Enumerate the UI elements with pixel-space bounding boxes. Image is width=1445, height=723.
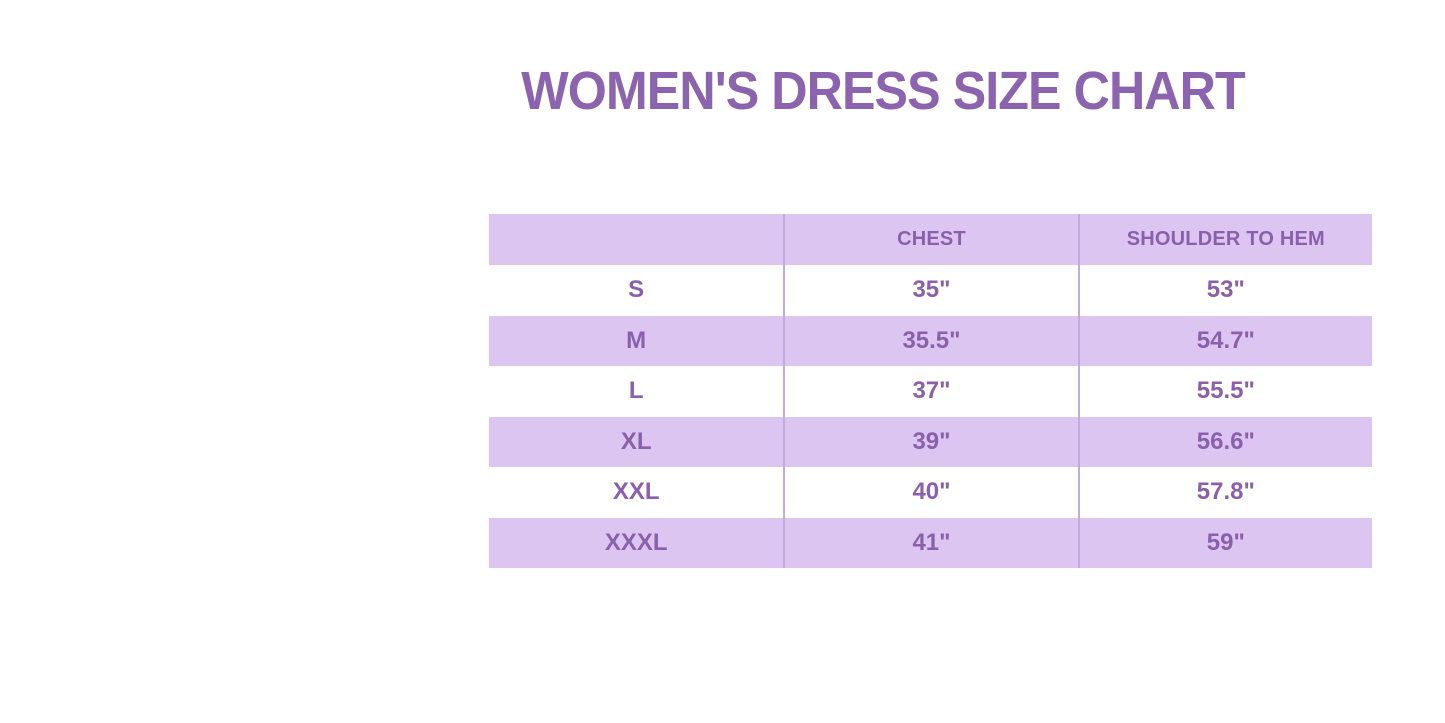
page-title: WOMEN'S DRESS SIZE CHART (521, 61, 1245, 121)
row-s-cell-size: S (489, 265, 784, 316)
row-l-cell-shoulder-to-hem: 55.5" (1077, 366, 1372, 417)
row-xxl-cell-size: XXL (489, 467, 784, 518)
size-chart-table: CHEST SHOULDER TO HEM S 35" 53" M 35.5" 54.7"… (489, 214, 1372, 568)
row-xl-cell-shoulder-to-hem: 56.6" (1077, 416, 1372, 467)
row-xxxl-cell-size: XXXL (489, 517, 784, 568)
row-xl-cell-chest: 39" (783, 416, 1078, 467)
row-m-cell-chest: 35.5" (783, 315, 1078, 366)
header-cell-size (489, 214, 784, 265)
row-xxxl-cell-chest: 41" (783, 517, 1078, 568)
row-m-cell-shoulder-to-hem: 54.7" (1077, 315, 1372, 366)
row-xxl-cell-shoulder-to-hem: 57.8" (1077, 467, 1372, 518)
row-s-cell-shoulder-to-hem: 53" (1077, 265, 1372, 316)
row-m-cell-size: M (489, 315, 784, 366)
row-xxl-cell-chest: 40" (783, 467, 1078, 518)
row-s-cell-chest: 35" (783, 265, 1078, 316)
row-l-cell-chest: 37" (783, 366, 1078, 417)
row-xl-cell-size: XL (489, 416, 784, 467)
row-l-cell-size: L (489, 366, 784, 417)
header-cell-chest: CHEST (783, 214, 1078, 265)
header-cell-shoulder-to-hem: SHOULDER TO HEM (1077, 214, 1372, 265)
row-xxxl-cell-shoulder-to-hem: 59" (1077, 517, 1372, 568)
